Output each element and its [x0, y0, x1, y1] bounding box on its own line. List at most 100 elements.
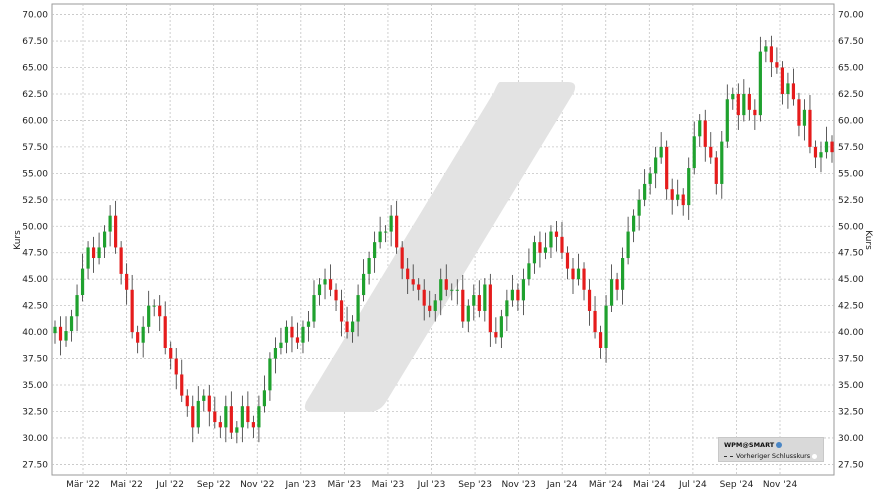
y-tick-label-left: 47.50: [22, 249, 48, 259]
x-tick-label: Mär '23: [327, 480, 361, 490]
candle-body: [692, 136, 696, 169]
candle-body: [620, 258, 625, 290]
y-tick-label-right: 70.00: [838, 11, 864, 21]
y-tick-label-right: 57.50: [838, 143, 864, 153]
candle-body: [147, 305, 151, 327]
candle-body: [207, 395, 211, 412]
y-tick-label-left: 30.00: [22, 434, 48, 444]
candle-body: [560, 236, 564, 253]
candle-body: [483, 284, 487, 311]
candle-body: [670, 189, 674, 200]
x-tick-label: Sep '22: [197, 480, 231, 490]
candle-body: [180, 374, 184, 396]
x-tick-label: Jul '23: [417, 480, 446, 490]
candle-body: [499, 316, 503, 338]
candle-body: [830, 141, 834, 153]
x-tick-label: Jan '24: [546, 480, 578, 490]
x-tick-label: Nov '22: [240, 480, 274, 490]
y-tick-label-right: 37.50: [838, 355, 864, 365]
candle-body: [472, 295, 476, 306]
candle-body: [676, 194, 680, 200]
candle-body: [477, 295, 481, 311]
y-tick-label-right: 67.50: [838, 37, 864, 47]
x-tick-label: Mai '23: [372, 480, 405, 490]
candle-body: [687, 168, 691, 206]
candle-body: [527, 263, 531, 280]
candle-body: [455, 289, 459, 291]
candle-body: [384, 231, 388, 233]
candle-body: [185, 395, 189, 407]
y-tick-label-right: 30.00: [838, 434, 864, 444]
candle-body: [753, 109, 757, 116]
candle-body: [587, 289, 592, 311]
candle-body: [295, 337, 300, 343]
candle-body: [64, 331, 68, 341]
candle-body: [659, 146, 663, 158]
candle-body: [433, 300, 437, 311]
candle-body: [163, 316, 167, 348]
candle-body: [400, 247, 404, 269]
y-axis-label-right: Kurs: [863, 230, 873, 250]
y-axis-left: 70.00 67.50 65.00 62.50 60.00 57.50 55.00 52.50…: [22, 11, 48, 471]
candle-body: [373, 242, 377, 259]
candle-body: [361, 273, 366, 296]
candle-body: [764, 46, 768, 52]
candle-body: [218, 422, 222, 428]
candle-body: [334, 289, 338, 301]
x-axis: Mär '22 Mai '22 Jul '22 Sep '22 Nov '22 Jan '…: [66, 480, 797, 490]
x-tick-label: Mai '24: [633, 480, 666, 490]
candle-body: [654, 157, 658, 174]
y-tick-label-left: 35.00: [22, 381, 48, 391]
candle-body: [169, 347, 173, 359]
candle-body: [257, 406, 261, 428]
candle-body: [58, 326, 63, 341]
candle-body: [136, 332, 140, 343]
candle-body: [229, 406, 233, 433]
candle-body: [367, 258, 371, 274]
x-tick-label: Jan '23: [284, 480, 316, 490]
candle-body: [549, 231, 553, 248]
y-tick-label-left: 42.50: [22, 302, 48, 312]
candle-body: [202, 395, 206, 401]
candle-body: [91, 247, 96, 259]
watermark-logo: [304, 82, 576, 412]
candle-body: [466, 305, 470, 322]
candle-body: [703, 120, 707, 147]
candle-body: [698, 120, 702, 137]
candle-body: [571, 268, 575, 280]
y-tick-label-left: 37.50: [22, 355, 48, 365]
candle-body: [389, 215, 393, 232]
candle-body: [505, 300, 509, 317]
candle-body: [102, 231, 107, 248]
candle-body: [632, 215, 636, 232]
candle-body: [251, 422, 255, 428]
legend-prev-close: Vorheriger Schlusskurs: [736, 452, 811, 460]
candle-body: [582, 268, 586, 290]
candle-body: [758, 51, 762, 116]
candle-body: [742, 93, 746, 116]
candle-body: [378, 231, 382, 243]
candle-body: [356, 295, 360, 322]
candle-body: [609, 279, 614, 306]
y-tick-label-left: 62.50: [22, 90, 48, 100]
candle-body: [119, 247, 123, 274]
candle-body: [350, 321, 355, 333]
y-tick-label-left: 32.50: [22, 407, 48, 417]
candle-body: [323, 279, 327, 285]
candle-body: [328, 279, 333, 290]
x-tick-label: Mär '24: [589, 480, 623, 490]
candle-body: [406, 268, 410, 280]
candle-body: [108, 215, 112, 232]
y-tick-label-right: 55.00: [838, 169, 864, 179]
candle-body: [86, 247, 90, 269]
y-axis-right: 70.00 67.50 65.00 62.50 60.00 57.50 55.00 52.50…: [838, 11, 864, 471]
candle-body: [488, 284, 492, 333]
candle-body: [720, 141, 724, 184]
candle-body: [532, 242, 537, 264]
candle-body: [554, 231, 559, 237]
y-tick-label-right: 35.00: [838, 381, 864, 391]
candle-body: [114, 215, 118, 248]
candle-body: [775, 62, 779, 68]
y-tick-label-right: 65.00: [838, 64, 864, 74]
x-tick-label: Sep '23: [458, 480, 492, 490]
